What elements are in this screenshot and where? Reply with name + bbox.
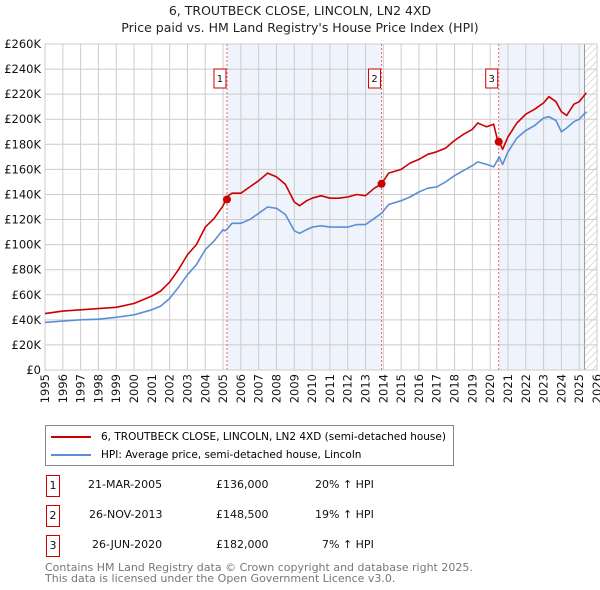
transaction-row: 1 21-MAR-2005 £136,000 20% ↑ HPI [45,475,445,497]
chart-legend: 6, TROUTBECK CLOSE, LINCOLN, LN2 4XD (se… [45,425,454,466]
sale-label-number: 3 [489,74,495,85]
footer-copyright: Contains HM Land Registry data © Crown c… [45,561,473,574]
y-tick-label: £20K [12,338,42,352]
sale-label-number: 1 [217,74,223,85]
transaction-badge: 2 [46,505,60,527]
x-tick-label: 1997 [74,374,88,403]
x-tick-label: 2018 [448,374,462,403]
transaction-date: 21-MAR-2005 [88,478,163,491]
chart-subtitle: Price paid vs. HM Land Registry's House … [121,20,479,35]
x-tick-label: 2008 [269,374,283,403]
y-tick-label: £200K [4,112,41,126]
legend-item-hpi: HPI: Average price, semi-detached house,… [51,447,361,463]
transaction-row: 3 26-JUN-2020 £182,000 7% ↑ HPI [45,535,445,557]
y-tick-label: £180K [4,137,41,151]
transaction-price: £182,000 [216,538,269,551]
x-tick-label: 1995 [38,374,52,403]
x-tick-label: 1996 [56,374,70,403]
ownership-band [498,44,585,370]
transaction-hpi: 19% ↑ HPI [315,508,374,521]
x-tick-label: 2024 [554,374,568,403]
sale-point [494,137,503,146]
plot-frame [44,43,598,371]
transaction-price: £148,500 [216,508,269,521]
x-tick-label: 2012 [341,374,355,403]
legend-swatch-red [51,436,91,438]
forecast-hatch [584,44,597,370]
x-tick-label: 2015 [394,374,408,403]
x-tick-label: 2021 [501,374,515,403]
y-tick-label: £80K [12,263,42,277]
x-tick-label: 1999 [109,374,123,403]
y-tick-label: £100K [4,238,41,252]
sale-label-number: 2 [371,74,377,85]
x-tick-label: 2000 [127,374,141,403]
x-tick-label: 2011 [323,374,337,403]
y-tick-label: £120K [4,213,41,227]
y-tick-label: £40K [12,313,42,327]
transaction-hpi: 20% ↑ HPI [315,478,374,491]
transaction-hpi: 7% ↑ HPI [322,538,374,551]
x-tick-label: 2005 [216,374,230,403]
ownership-band [226,44,382,370]
x-tick-label: 2010 [305,374,319,403]
legend-label: 6, TROUTBECK CLOSE, LINCOLN, LN2 4XD (se… [101,431,446,443]
x-tick-label: 1998 [91,374,105,403]
legend-item-property: 6, TROUTBECK CLOSE, LINCOLN, LN2 4XD (se… [51,429,446,445]
legend-label: HPI: Average price, semi-detached house,… [101,449,362,461]
sale-point [222,195,231,204]
transaction-price: £136,000 [216,478,269,491]
y-tick-label: £0 [26,363,41,377]
x-tick-label: 2022 [519,374,533,403]
transaction-date: 26-JUN-2020 [92,538,163,551]
footer-licence: This data is licensed under the Open Gov… [45,572,396,585]
y-tick-label: £160K [4,162,41,176]
sale-label-box [368,68,382,89]
x-tick-label: 2023 [537,374,551,403]
x-tick-label: 2002 [163,374,177,403]
x-tick-label: 2001 [145,374,159,403]
hpi-line [44,111,587,324]
y-tick-label: £260K [4,37,41,51]
transaction-row: 2 26-NOV-2013 £148,500 19% ↑ HPI [45,505,445,527]
y-tick-label: £220K [4,87,41,101]
x-tick-label: 2009 [287,374,301,403]
transaction-badge: 1 [46,475,60,497]
x-tick-label: 2026 [590,374,600,403]
x-tick-label: 2003 [180,374,194,403]
y-tick-label: £240K [4,62,41,76]
sale-label-box [213,68,227,89]
x-tick-label: 2007 [252,374,266,403]
transaction-badge: 3 [46,535,60,557]
legend-swatch-blue [51,454,91,456]
x-tick-label: 2019 [465,374,479,403]
property-price-line [44,92,587,315]
y-tick-label: £140K [4,187,41,201]
x-tick-label: 2004 [198,374,212,403]
transaction-date: 26-NOV-2013 [89,508,163,521]
x-tick-label: 2013 [359,374,373,403]
x-tick-label: 2017 [430,374,444,403]
x-tick-label: 2020 [483,374,497,403]
chart-title: 6, TROUTBECK CLOSE, LINCOLN, LN2 4XD [168,3,432,18]
x-tick-label: 2006 [234,374,248,403]
x-tick-label: 2016 [412,374,426,403]
chart-plot: £0 £20K £40K £60K £80K £100K £120K £140K £160K £1… [4,37,600,403]
x-tick-label: 2014 [376,374,390,403]
sale-point [377,179,386,188]
x-tick-label: 2025 [572,374,586,403]
y-tick-label: £60K [12,288,42,302]
sale-label-box [485,68,499,89]
